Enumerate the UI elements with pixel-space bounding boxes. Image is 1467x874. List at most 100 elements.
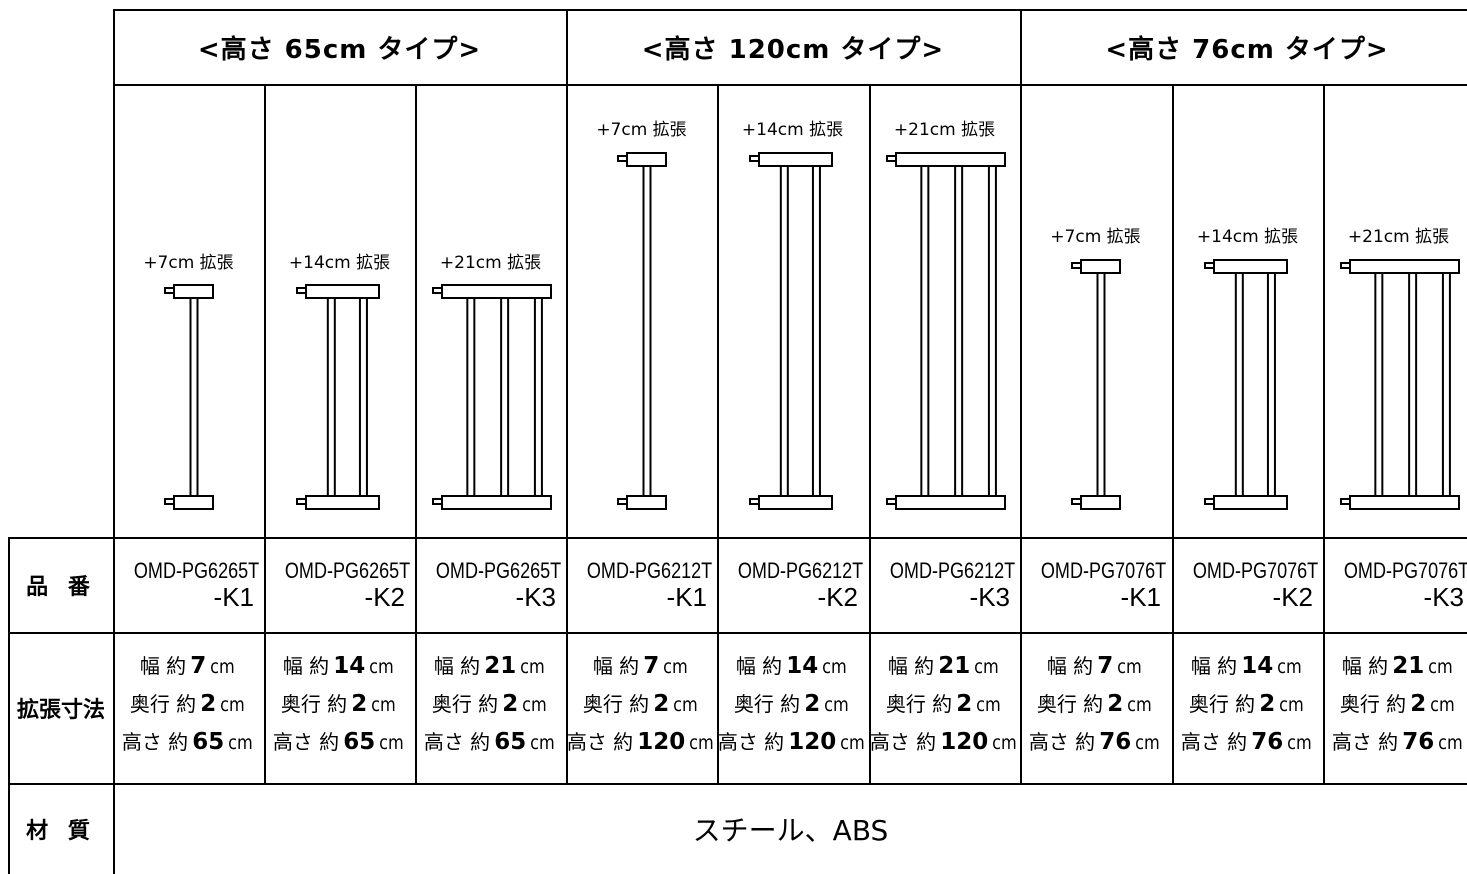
- height-unit: cm: [1287, 732, 1312, 754]
- width-dimension: 幅 約 7 cm: [566, 650, 717, 688]
- depth-value: 2: [804, 691, 821, 717]
- dimensions: 幅 約 7 cm 奥行 約 2 cm 高さ 約 76 cm: [1020, 650, 1171, 764]
- gate-extension-image: [296, 284, 380, 514]
- depth-label: 奥行 約: [582, 692, 650, 716]
- depth-dimension: 奥行 約 2 cm: [113, 688, 264, 726]
- width-dimension: 幅 約 14 cm: [717, 650, 868, 688]
- model-number: OMD-PG6212T -K3: [869, 558, 1020, 613]
- depth-dimension: 奥行 約 2 cm: [264, 688, 415, 726]
- model-code: OMD-PG6265T: [284, 558, 411, 583]
- depth-value: 2: [1107, 691, 1124, 717]
- extension-gate-drawing: [164, 284, 214, 510]
- depth-dimension: 奥行 約 2 cm: [1020, 688, 1171, 726]
- rule-column: [264, 84, 266, 784]
- model-number: OMD-PG7076T -K3: [1323, 558, 1467, 613]
- depth-label: 奥行 約: [885, 692, 953, 716]
- depth-unit: cm: [522, 694, 547, 716]
- gate-extension-image: [617, 152, 667, 514]
- model-number: OMD-PG6265T -K3: [415, 558, 566, 613]
- height-dimension: 高さ 約 76 cm: [1020, 726, 1171, 764]
- depth-label: 奥行 約: [733, 692, 801, 716]
- extension-size-label: +7cm 拡張: [1050, 227, 1141, 247]
- dimensions: 幅 約 14 cm 奥行 約 2 cm 高さ 約 120 cm: [717, 650, 868, 764]
- width-dimension: 幅 約 21 cm: [869, 650, 1020, 688]
- model-code: OMD-PG7076T: [1040, 558, 1167, 583]
- height-dimension: 高さ 約 65 cm: [113, 726, 264, 764]
- gate-extension-image: [1071, 259, 1121, 514]
- rule-column: [869, 84, 871, 784]
- width-unit: cm: [369, 656, 394, 678]
- model-code: OMD-PG7076T: [1192, 558, 1319, 583]
- depth-unit: cm: [824, 694, 849, 716]
- depth-label: 奥行 約: [1188, 692, 1256, 716]
- height-unit: cm: [1438, 732, 1463, 754]
- width-unit: cm: [520, 656, 545, 678]
- model-suffix: -K1: [666, 582, 707, 612]
- extension-gate-drawing: [1204, 259, 1288, 510]
- depth-value: 2: [1259, 691, 1276, 717]
- rule-left-inner: [113, 9, 115, 874]
- depth-value: 2: [200, 691, 217, 717]
- model-suffix: -K3: [969, 582, 1010, 612]
- dimensions: 幅 約 7 cm 奥行 約 2 cm 高さ 約 120 cm: [566, 650, 717, 764]
- width-label: 幅 約: [1341, 654, 1389, 678]
- depth-value: 2: [502, 691, 519, 717]
- model-number: OMD-PG7076T -K2: [1172, 558, 1323, 613]
- extension-size-label: +7cm 拡張: [596, 120, 687, 140]
- depth-dimension: 奥行 約 2 cm: [717, 688, 868, 726]
- extension-size-label: +7cm 拡張: [143, 253, 234, 273]
- width-unit: cm: [974, 656, 999, 678]
- height-value: 76: [1099, 729, 1132, 755]
- depth-value: 2: [351, 691, 368, 717]
- height-unit: cm: [379, 732, 404, 754]
- rule-model: [8, 632, 1467, 634]
- model-suffix: -K1: [1120, 582, 1161, 612]
- width-label: 幅 約: [592, 654, 640, 678]
- depth-label: 奥行 約: [129, 692, 197, 716]
- model-code: OMD-PG6265T: [133, 558, 260, 583]
- height-unit: cm: [992, 732, 1017, 754]
- height-unit: cm: [530, 732, 555, 754]
- rule-column: [717, 84, 719, 784]
- height-value: 65: [343, 729, 376, 755]
- height-unit: cm: [228, 732, 253, 754]
- model-number: OMD-PG6265T -K2: [264, 558, 415, 613]
- width-label: 幅 約: [282, 654, 330, 678]
- width-unit: cm: [210, 656, 235, 678]
- depth-value: 2: [956, 691, 973, 717]
- depth-label: 奥行 約: [431, 692, 499, 716]
- width-value: 14: [1241, 653, 1274, 679]
- height-value: 65: [494, 729, 527, 755]
- width-label: 幅 約: [1046, 654, 1094, 678]
- height-label: 高さ 約: [566, 730, 634, 754]
- dimensions: 幅 約 14 cm 奥行 約 2 cm 高さ 約 76 cm: [1172, 650, 1323, 764]
- dimensions: 幅 約 21 cm 奥行 約 2 cm 高さ 約 65 cm: [415, 650, 566, 764]
- depth-dimension: 奥行 約 2 cm: [566, 688, 717, 726]
- gate-extension-image: [886, 152, 1006, 514]
- gate-extension-image: [749, 152, 833, 514]
- height-dimension: 高さ 約 120 cm: [566, 726, 717, 764]
- extension-size-label: +14cm 拡張: [288, 253, 391, 273]
- model-number: OMD-PG7076T -K1: [1020, 558, 1171, 613]
- height-value: 65: [192, 729, 225, 755]
- model-code: OMD-PG6265T: [435, 558, 562, 583]
- width-value: 14: [786, 653, 819, 679]
- width-value: 7: [643, 653, 660, 679]
- height-label: 高さ 約: [717, 730, 785, 754]
- width-dimension: 幅 約 7 cm: [1020, 650, 1171, 688]
- rule-top: [113, 9, 1467, 11]
- row-label-material: 材 質: [26, 819, 96, 844]
- model-suffix: -K3: [1423, 582, 1464, 612]
- extension-size-label: +21cm 拡張: [893, 120, 996, 140]
- model-code: OMD-PG6212T: [586, 558, 713, 583]
- width-value: 14: [333, 653, 366, 679]
- depth-value: 2: [653, 691, 670, 717]
- group-title-65: <高さ 65cm タイプ>: [197, 34, 482, 65]
- gate-extension-image: [1340, 259, 1460, 514]
- rule-group-1: [566, 9, 568, 784]
- height-label: 高さ 約: [121, 730, 189, 754]
- gate-extension-image: [164, 284, 214, 514]
- extension-gate-drawing: [617, 152, 667, 510]
- width-dimension: 幅 約 14 cm: [1172, 650, 1323, 688]
- height-dimension: 高さ 約 65 cm: [264, 726, 415, 764]
